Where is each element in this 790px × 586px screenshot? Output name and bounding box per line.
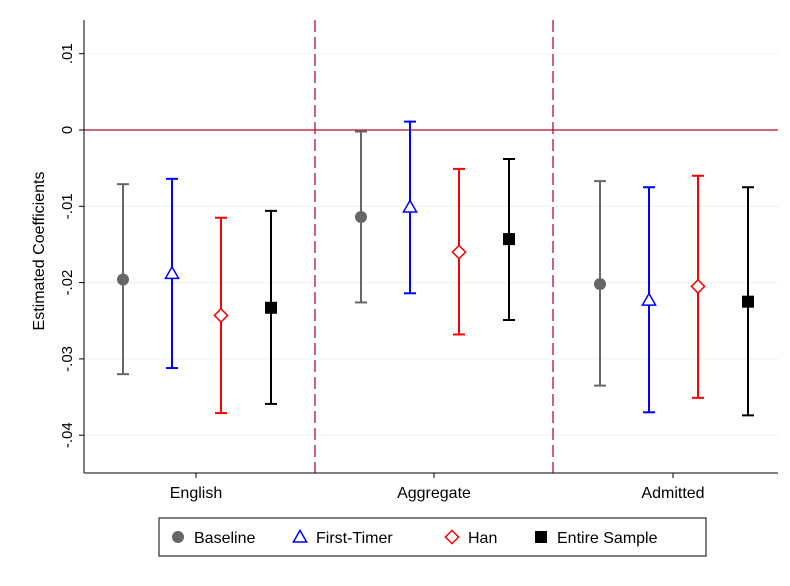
legend-label: Han [468, 530, 497, 547]
y-tick-label: 0 [59, 126, 76, 134]
y-axis-label: Estimated Coefficients [31, 172, 48, 331]
category-separators [314, 20, 554, 473]
legend-box [158, 517, 707, 557]
point-estimate [451, 244, 467, 260]
point-estimate [641, 292, 657, 306]
legend-label: First-Timer [316, 530, 393, 547]
axes: .01 0 -.01 -.02 -.03 -.04 English Aggregate Admi… [59, 20, 778, 502]
legend-label: Entire Sample [557, 530, 658, 547]
legend: Baseline First-Timer Han Entire Sample [158, 517, 707, 557]
legend-label: Baseline [194, 530, 255, 547]
legend-marker [172, 531, 184, 543]
point-estimate [117, 273, 129, 286]
point-estimate [265, 301, 277, 314]
point-estimate [164, 265, 180, 280]
point-estimate [742, 295, 754, 308]
point-estimate [402, 198, 418, 213]
y-tick-label: -.03 [59, 346, 76, 372]
y-tick-label: -.02 [59, 270, 76, 296]
x-tick-label: English [170, 485, 222, 502]
point-estimate [690, 278, 706, 295]
x-tick-label: Admitted [641, 485, 704, 502]
point-estimate [213, 307, 229, 324]
legend-marker [444, 529, 460, 545]
plot-marks [117, 120, 754, 417]
y-tick-label: .01 [59, 43, 76, 64]
legend-marker [292, 528, 308, 543]
legend-marker [535, 531, 547, 543]
point-estimate [503, 233, 515, 246]
gridlines [84, 53, 778, 436]
y-tick-label: -.01 [59, 193, 76, 219]
point-estimate [594, 278, 606, 291]
x-tick-label: Aggregate [397, 485, 471, 502]
y-tick-label: -.04 [59, 422, 76, 448]
point-estimate [355, 210, 367, 223]
